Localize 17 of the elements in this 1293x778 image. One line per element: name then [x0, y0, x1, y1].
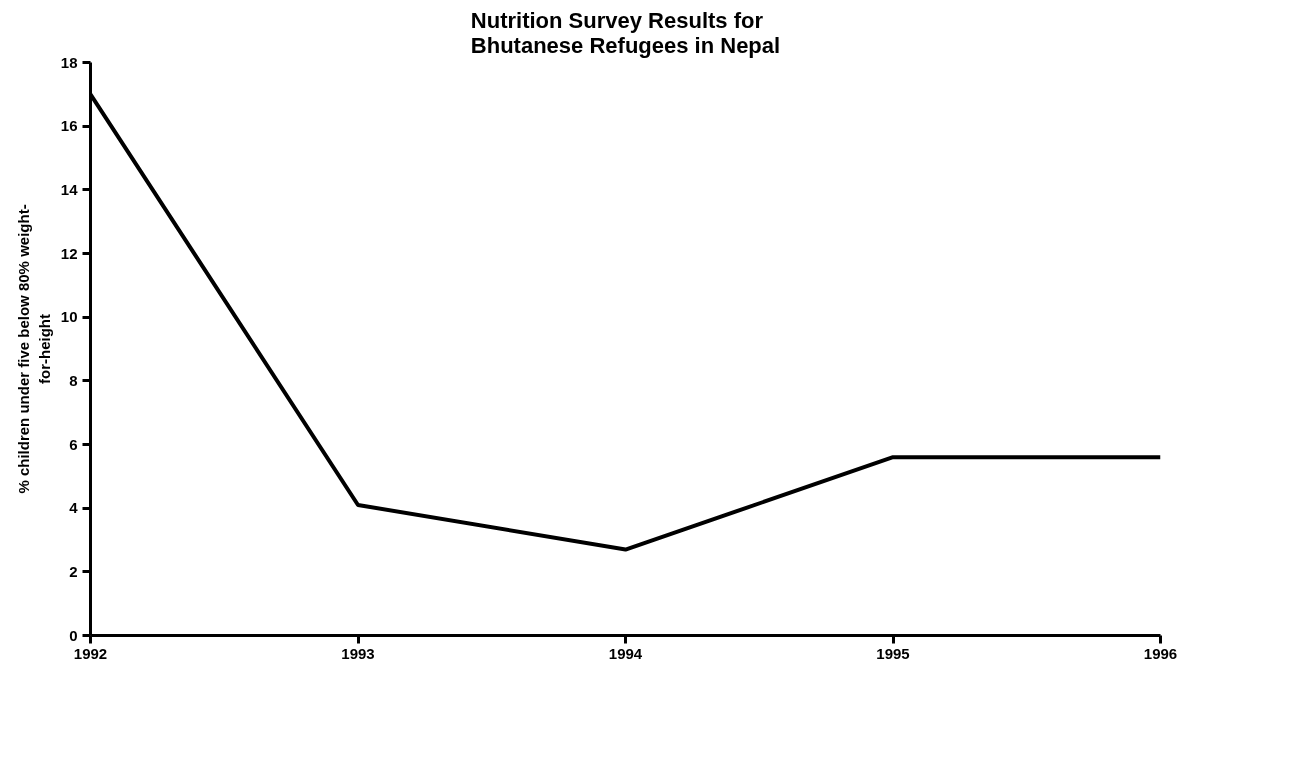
x-tick-label: 1992: [73, 644, 108, 662]
y-tick-label: 14: [60, 180, 79, 198]
y-tick-label: 18: [60, 53, 78, 71]
y-tick-label: 12: [60, 244, 78, 262]
chart-title: Nutrition Survey Results for Bhutanese Refugees in Nepal: [470, 7, 781, 58]
y-tick-label: 4: [69, 499, 79, 517]
y-tick-label: 10: [60, 308, 78, 326]
y-tick-label: 0: [69, 626, 78, 644]
y-axis-title: % children under five below 80% weight- for-height: [15, 204, 53, 494]
y-tick-label: 16: [60, 117, 78, 135]
x-tick-label: 1993: [341, 644, 375, 662]
x-tick-label: 1994: [608, 644, 643, 662]
y-tick-label: 8: [69, 371, 78, 389]
x-tick-label: 1995: [876, 644, 910, 662]
y-tick-label: 6: [69, 435, 78, 453]
x-tick-label: 1996: [1143, 644, 1178, 662]
y-tick-label: 2: [69, 562, 78, 580]
